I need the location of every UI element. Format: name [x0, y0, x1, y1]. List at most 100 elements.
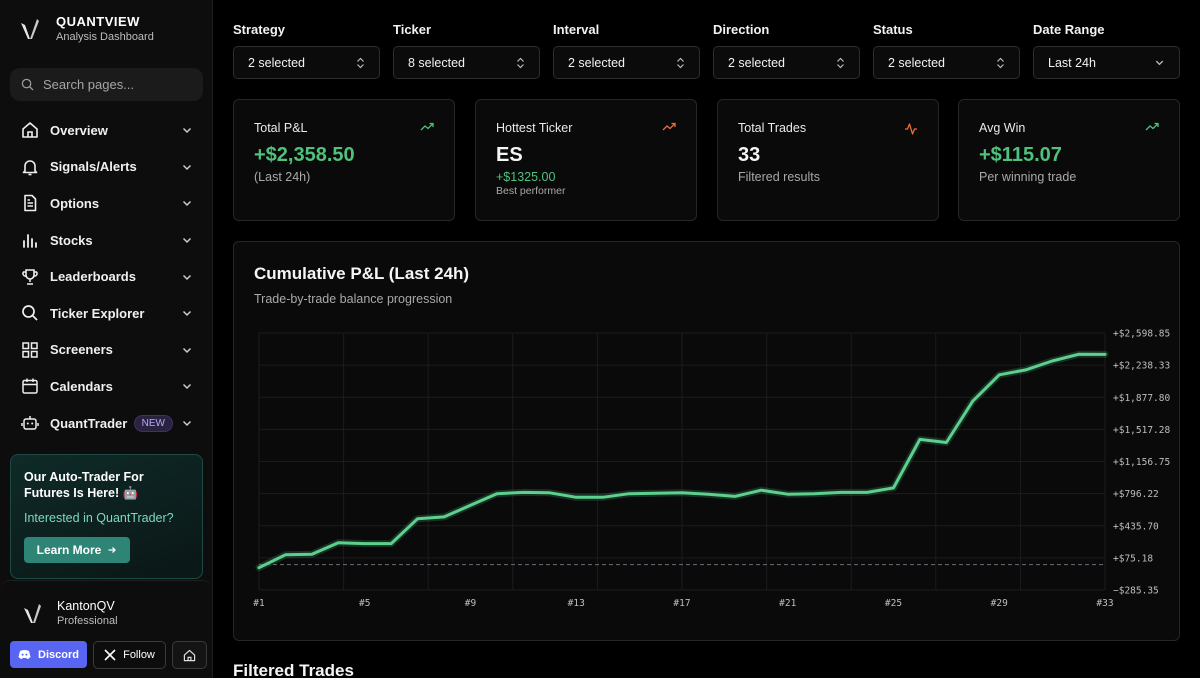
- data-point: [839, 491, 842, 494]
- sidebar-item-label: Signals/Alerts: [50, 159, 137, 175]
- quantview-logo-icon: [21, 18, 39, 39]
- sidebar-item-overview[interactable]: Overview: [10, 112, 203, 149]
- data-point: [522, 491, 525, 494]
- data-point: [1077, 353, 1080, 356]
- filter-value: 2 selected: [728, 55, 785, 70]
- filter-value: 2 selected: [888, 55, 945, 70]
- filter-label: Strategy: [233, 22, 286, 37]
- search-icon: [20, 303, 40, 323]
- sidebar-item-ticker-explorer[interactable]: Ticker Explorer: [10, 295, 203, 332]
- filter-direction: Direction 2 selected: [713, 22, 860, 79]
- x-tick-label: #21: [779, 598, 796, 609]
- direction-select[interactable]: 2 selected: [713, 46, 860, 79]
- card-label: Total Trades: [738, 121, 807, 135]
- data-point: [389, 542, 393, 545]
- sidebar-item-label: Calendars: [50, 378, 113, 394]
- activity-icon: [905, 123, 917, 135]
- data-point: [1050, 359, 1054, 363]
- filter-label: Direction: [713, 22, 770, 37]
- data-point: [1103, 353, 1107, 356]
- card-label: Hottest Ticker: [496, 121, 573, 135]
- sidebar-item-label: Screeners: [50, 342, 113, 358]
- chevron-up-down-icon: [997, 57, 1004, 68]
- sidebar-item-calendars[interactable]: Calendars: [10, 368, 203, 405]
- chevron-down-icon: [182, 347, 192, 353]
- sidebar-item-label: Leaderboards: [50, 269, 136, 285]
- arrow-right-icon: [108, 547, 117, 553]
- sidebar-item-options[interactable]: Options: [10, 185, 203, 222]
- data-point: [627, 492, 631, 495]
- card-sub-caption: Best performer: [496, 185, 566, 197]
- data-point: [1024, 368, 1027, 372]
- follow-label: Follow: [123, 649, 155, 661]
- pnl-line-chart[interactable]: +$2,598.85 +$2,238.33 +$1,877.80 +$1,517.28…: [234, 242, 1179, 640]
- card-value: 33: [738, 144, 761, 166]
- chevron-up-down-icon: [357, 57, 364, 68]
- chevron-down-icon: [182, 164, 192, 170]
- search-input[interactable]: [43, 77, 193, 92]
- sidebar-item-label: Options: [50, 195, 100, 211]
- x-tick-label: #17: [673, 598, 690, 609]
- x-tick-label: #5: [359, 598, 370, 609]
- card-sub: Filtered results: [738, 170, 820, 184]
- y-tick-label: −$285.35: [1113, 586, 1159, 597]
- sidebar-item-label: Ticker Explorer: [50, 305, 145, 321]
- data-point: [654, 492, 657, 495]
- sidebar-item-quanttrader[interactable]: QuantTrader NEW: [10, 405, 203, 442]
- data-point: [865, 491, 869, 494]
- search-box[interactable]: [10, 68, 203, 101]
- card-value: +$2,358.50: [254, 144, 355, 166]
- search-icon: [21, 78, 34, 91]
- filter-interval: Interval 2 selected: [553, 22, 700, 79]
- y-tick-label: +$75.18: [1113, 553, 1153, 564]
- total-pnl-card: Total P&L +$2,358.50 (Last 24h): [233, 99, 455, 221]
- filter-value: 2 selected: [568, 55, 625, 70]
- strategy-select[interactable]: 2 selected: [233, 46, 380, 79]
- brand[interactable]: QUANTVIEW Analysis Dashboard: [18, 14, 154, 43]
- quanttrader-promo: Our Auto-Trader For Futures Is Here! 🤖 I…: [10, 454, 203, 579]
- bar-chart-icon: [20, 230, 40, 250]
- discord-button[interactable]: Discord: [10, 641, 87, 668]
- chart-subtitle: Trade-by-trade balance progression: [254, 292, 453, 306]
- new-badge: NEW: [133, 414, 173, 432]
- profile-row[interactable]: KantonQV Professional: [22, 599, 118, 627]
- data-point: [310, 553, 314, 556]
- learn-more-label: Learn More: [36, 543, 102, 557]
- follow-button[interactable]: Follow: [93, 641, 166, 669]
- data-point: [918, 438, 922, 441]
- trending-up-icon: [1145, 122, 1159, 131]
- home-button[interactable]: [172, 641, 207, 669]
- data-point: [257, 566, 261, 569]
- profile-tier: Professional: [57, 615, 118, 627]
- ticker-select[interactable]: 8 selected: [393, 46, 540, 79]
- y-tick-label: +$1,877.80: [1113, 393, 1170, 404]
- chevron-down-icon: [182, 128, 192, 134]
- filter-status: Status 2 selected: [873, 22, 1020, 79]
- sidebar: QUANTVIEW Analysis Dashboard Overview Si…: [0, 0, 213, 678]
- data-point: [892, 486, 895, 490]
- sidebar-item-signals[interactable]: Signals/Alerts: [10, 149, 203, 186]
- chevron-up-down-icon: [517, 57, 524, 68]
- sidebar-item-screeners[interactable]: Screeners: [10, 332, 203, 369]
- sidebar-item-stocks[interactable]: Stocks: [10, 222, 203, 259]
- trending-up-icon: [420, 122, 434, 131]
- card-label: Total P&L: [254, 121, 308, 135]
- learn-more-button[interactable]: Learn More: [24, 537, 130, 563]
- date-range-select[interactable]: Last 24h: [1033, 46, 1180, 79]
- chevron-down-icon: [182, 274, 192, 280]
- promo-subtitle[interactable]: Interested in QuantTrader?: [24, 511, 174, 525]
- sidebar-item-label: QuantTrader: [50, 415, 128, 431]
- brand-subtitle: Analysis Dashboard: [56, 31, 154, 43]
- x-tick-label: #33: [1096, 598, 1113, 609]
- sidebar-item-leaderboards[interactable]: Leaderboards: [10, 258, 203, 295]
- status-select[interactable]: 2 selected: [873, 46, 1020, 79]
- interval-select[interactable]: 2 selected: [553, 46, 700, 79]
- data-point: [945, 441, 948, 444]
- data-point: [786, 492, 789, 496]
- sidebar-item-label: Stocks: [50, 232, 93, 248]
- data-point: [575, 496, 578, 499]
- avatar: [24, 604, 41, 623]
- filter-label: Status: [873, 22, 913, 37]
- data-point: [812, 492, 816, 495]
- filter-ticker: Ticker 8 selected: [393, 22, 540, 79]
